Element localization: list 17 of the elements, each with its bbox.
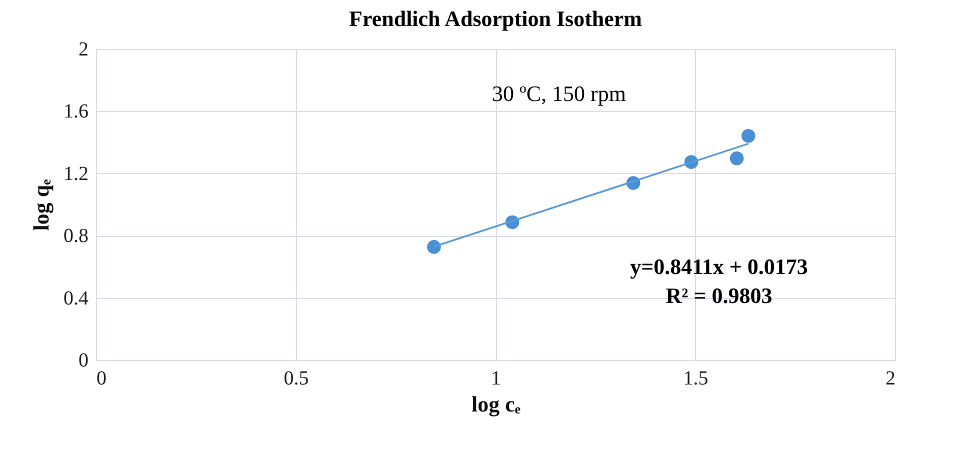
annotation: 30 ºC, 150 rpm — [492, 81, 626, 106]
y-tick-label: 2 — [78, 38, 88, 60]
y-tick-label: 0.8 — [64, 225, 88, 248]
y-tick-label: 1.2 — [64, 162, 88, 185]
y-tick-label: 0.4 — [64, 287, 88, 310]
x-axis-title: log cₑ — [471, 392, 521, 416]
x-tick-label: 0 — [96, 368, 106, 390]
x-tick-label: 1.5 — [683, 368, 708, 390]
y-tick-label: 0 — [78, 350, 88, 372]
chart-title: Frendlich Adsorption Isotherm — [349, 6, 642, 31]
y-axis-title: log qₑ — [28, 178, 54, 231]
x-tick-label: 1 — [491, 368, 501, 390]
y-tick-label: 1.6 — [64, 100, 88, 123]
x-tick-label: 2 — [886, 368, 896, 390]
x-tick-label: 0.5 — [284, 368, 309, 390]
annotation: R² = 0.9803 — [666, 283, 772, 308]
annotation: y=0.8411x + 0.0173 — [630, 254, 808, 279]
